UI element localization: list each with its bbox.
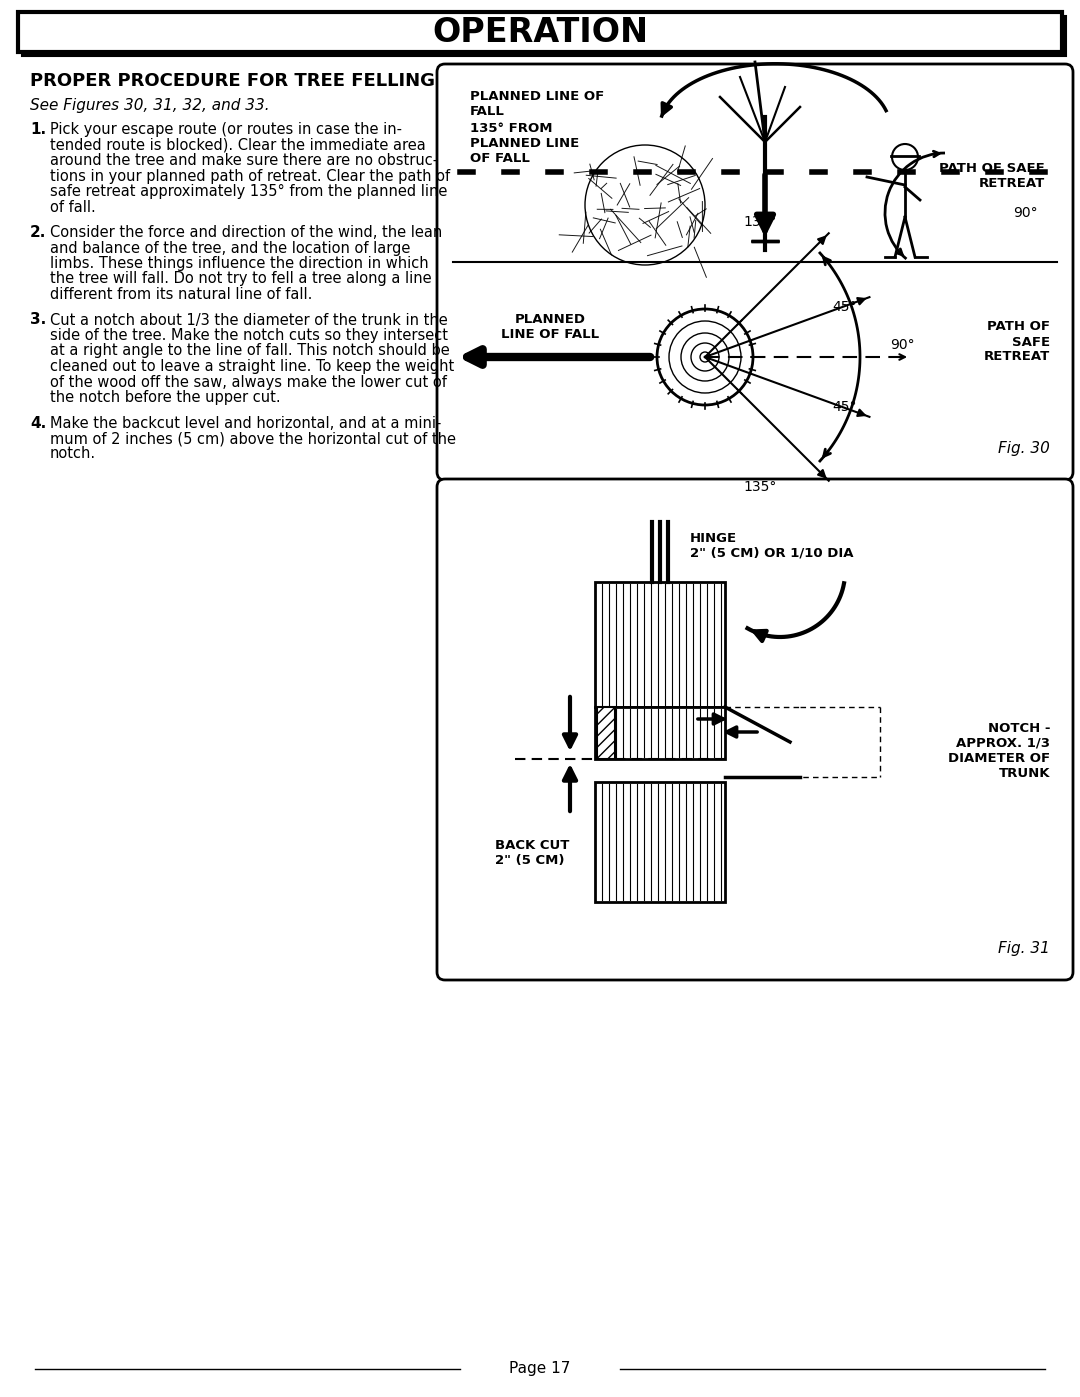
Circle shape [657,309,753,405]
Text: 45°: 45° [833,400,858,414]
Text: NOTCH -
APPROX. 1/3
DIAMETER OF
TRUNK: NOTCH - APPROX. 1/3 DIAMETER OF TRUNK [948,722,1050,780]
Text: 135°: 135° [743,215,777,229]
Circle shape [681,332,729,381]
Text: OPERATION: OPERATION [432,15,648,49]
Text: 135° FROM
PLANNED LINE
OF FALL: 135° FROM PLANNED LINE OF FALL [470,122,579,165]
Text: the tree will fall. Do not try to fell a tree along a line: the tree will fall. Do not try to fell a… [50,271,432,286]
Bar [597,707,615,759]
Text: mum of 2 inches (5 cm) above the horizontal cut of the: mum of 2 inches (5 cm) above the horizon… [50,432,456,446]
Text: 1.: 1. [30,122,46,137]
Text: Make the backcut level and horizontal, and at a mini-: Make the backcut level and horizontal, a… [50,415,442,430]
Text: PROPER PROCEDURE FOR TREE FELLING: PROPER PROCEDURE FOR TREE FELLING [30,73,435,89]
Circle shape [892,144,918,170]
Text: HINGE
2" (5 CM) OR 1/10 DIA: HINGE 2" (5 CM) OR 1/10 DIA [690,532,853,560]
FancyBboxPatch shape [437,64,1074,481]
Text: BACK CUT
2" (5 CM): BACK CUT 2" (5 CM) [495,840,569,868]
Bar [595,583,725,707]
Text: PATH OF
SAFE
RETREAT: PATH OF SAFE RETREAT [984,320,1050,363]
Bar [595,707,725,759]
Text: Pick your escape route (or routes in case the in-: Pick your escape route (or routes in cas… [50,122,402,137]
Text: around the tree and make sure there are no obstruc-: around the tree and make sure there are … [50,154,438,168]
Text: limbs. These things influence the direction in which: limbs. These things influence the direct… [50,256,429,271]
Text: at a right angle to the line of fall. This notch should be: at a right angle to the line of fall. Th… [50,344,449,359]
Text: notch.: notch. [50,447,96,461]
Text: of the wood off the saw, always make the lower cut of: of the wood off the saw, always make the… [50,374,447,390]
Circle shape [691,344,719,372]
Text: 4.: 4. [30,415,46,430]
Text: Cut a notch about 1/3 the diameter of the trunk in the: Cut a notch about 1/3 the diameter of th… [50,313,448,327]
Text: 90°: 90° [890,338,915,352]
Text: 45°: 45° [833,300,858,314]
Text: 3.: 3. [30,313,46,327]
Bar [595,782,725,902]
Text: tended route is blocked). Clear the immediate area: tended route is blocked). Clear the imme… [50,137,426,152]
Text: side of the tree. Make the notch cuts so they intersect: side of the tree. Make the notch cuts so… [50,328,448,344]
Text: Fig. 31: Fig. 31 [998,942,1050,956]
Text: different from its natural line of fall.: different from its natural line of fall. [50,286,312,302]
Circle shape [700,352,710,362]
Circle shape [669,321,741,393]
Text: See Figures 30, 31, 32, and 33.: See Figures 30, 31, 32, and 33. [30,98,270,113]
Text: PATH OF SAFE
RETREAT: PATH OF SAFE RETREAT [940,162,1045,190]
Text: PLANNED LINE OF
FALL: PLANNED LINE OF FALL [470,89,604,117]
Text: of fall.: of fall. [50,200,96,215]
Text: PLANNED
LINE OF FALL: PLANNED LINE OF FALL [501,313,599,341]
Text: the notch before the upper cut.: the notch before the upper cut. [50,390,281,405]
Text: 90°: 90° [1013,205,1038,219]
Text: Fig. 30: Fig. 30 [998,441,1050,455]
Text: Page 17: Page 17 [510,1362,570,1376]
Text: and balance of the tree, and the location of large: and balance of the tree, and the locatio… [50,240,410,256]
FancyBboxPatch shape [437,479,1074,981]
Bar [22,15,1066,56]
Text: 135°: 135° [743,481,777,495]
Text: cleaned out to leave a straight line. To keep the weight: cleaned out to leave a straight line. To… [50,359,455,374]
Text: tions in your planned path of retreat. Clear the path of: tions in your planned path of retreat. C… [50,169,450,183]
Text: 2.: 2. [30,225,46,240]
Text: Consider the force and direction of the wind, the lean: Consider the force and direction of the … [50,225,442,240]
Text: safe retreat approximately 135° from the planned line: safe retreat approximately 135° from the… [50,184,447,198]
Bar [18,13,1062,52]
